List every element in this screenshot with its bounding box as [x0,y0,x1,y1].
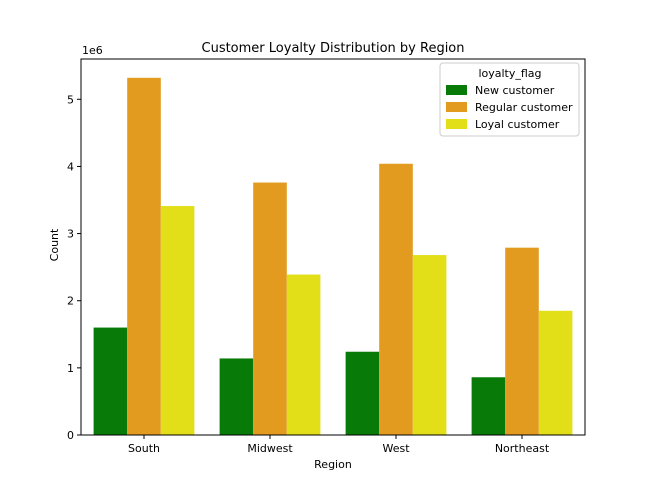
y-tick-label: 1 [67,362,74,375]
bar [93,327,128,435]
legend-swatch [446,85,467,95]
legend-swatch [446,119,467,129]
legend-entry-label: Regular customer [475,101,573,114]
legend: loyalty_flag New customer Regular custome… [439,62,580,137]
bar [253,182,287,435]
x-tick-label: Midwest [247,442,293,455]
bar [127,77,161,436]
legend-entry-label: New customer [475,84,555,97]
legend-entry-label: Loyal customer [475,118,560,131]
legend-frame [439,62,580,137]
bar [345,351,380,435]
legend-title: loyalty_flag [478,67,541,80]
chart-title: Customer Loyalty Distribution by Region [202,41,465,56]
plot-frame [80,58,586,436]
y-tick-label: 4 [67,160,74,173]
legend-swatch [446,102,467,112]
y-tick-label: 3 [67,228,74,241]
y-axis-offset-label: 1e6 [82,44,103,57]
bar [471,377,506,435]
bar [412,255,447,435]
y-tick-label: 0 [67,429,74,442]
axes-layer: 0 1 2 3 4 5 South Midwest West Northeast [67,58,586,455]
bar [219,358,254,435]
bar [160,206,195,435]
x-axis-label: Region [314,458,352,471]
y-tick-label: 2 [67,295,74,308]
bar [379,163,413,435]
bars-layer [93,77,573,436]
x-tick-label: West [382,442,410,455]
bar [286,274,321,435]
x-tick-label: South [128,442,160,455]
bar [538,310,573,435]
y-tick-label: 5 [67,93,74,106]
x-tick-label: Northeast [495,442,550,455]
bar [505,247,539,435]
y-axis-label: Count [48,228,61,261]
